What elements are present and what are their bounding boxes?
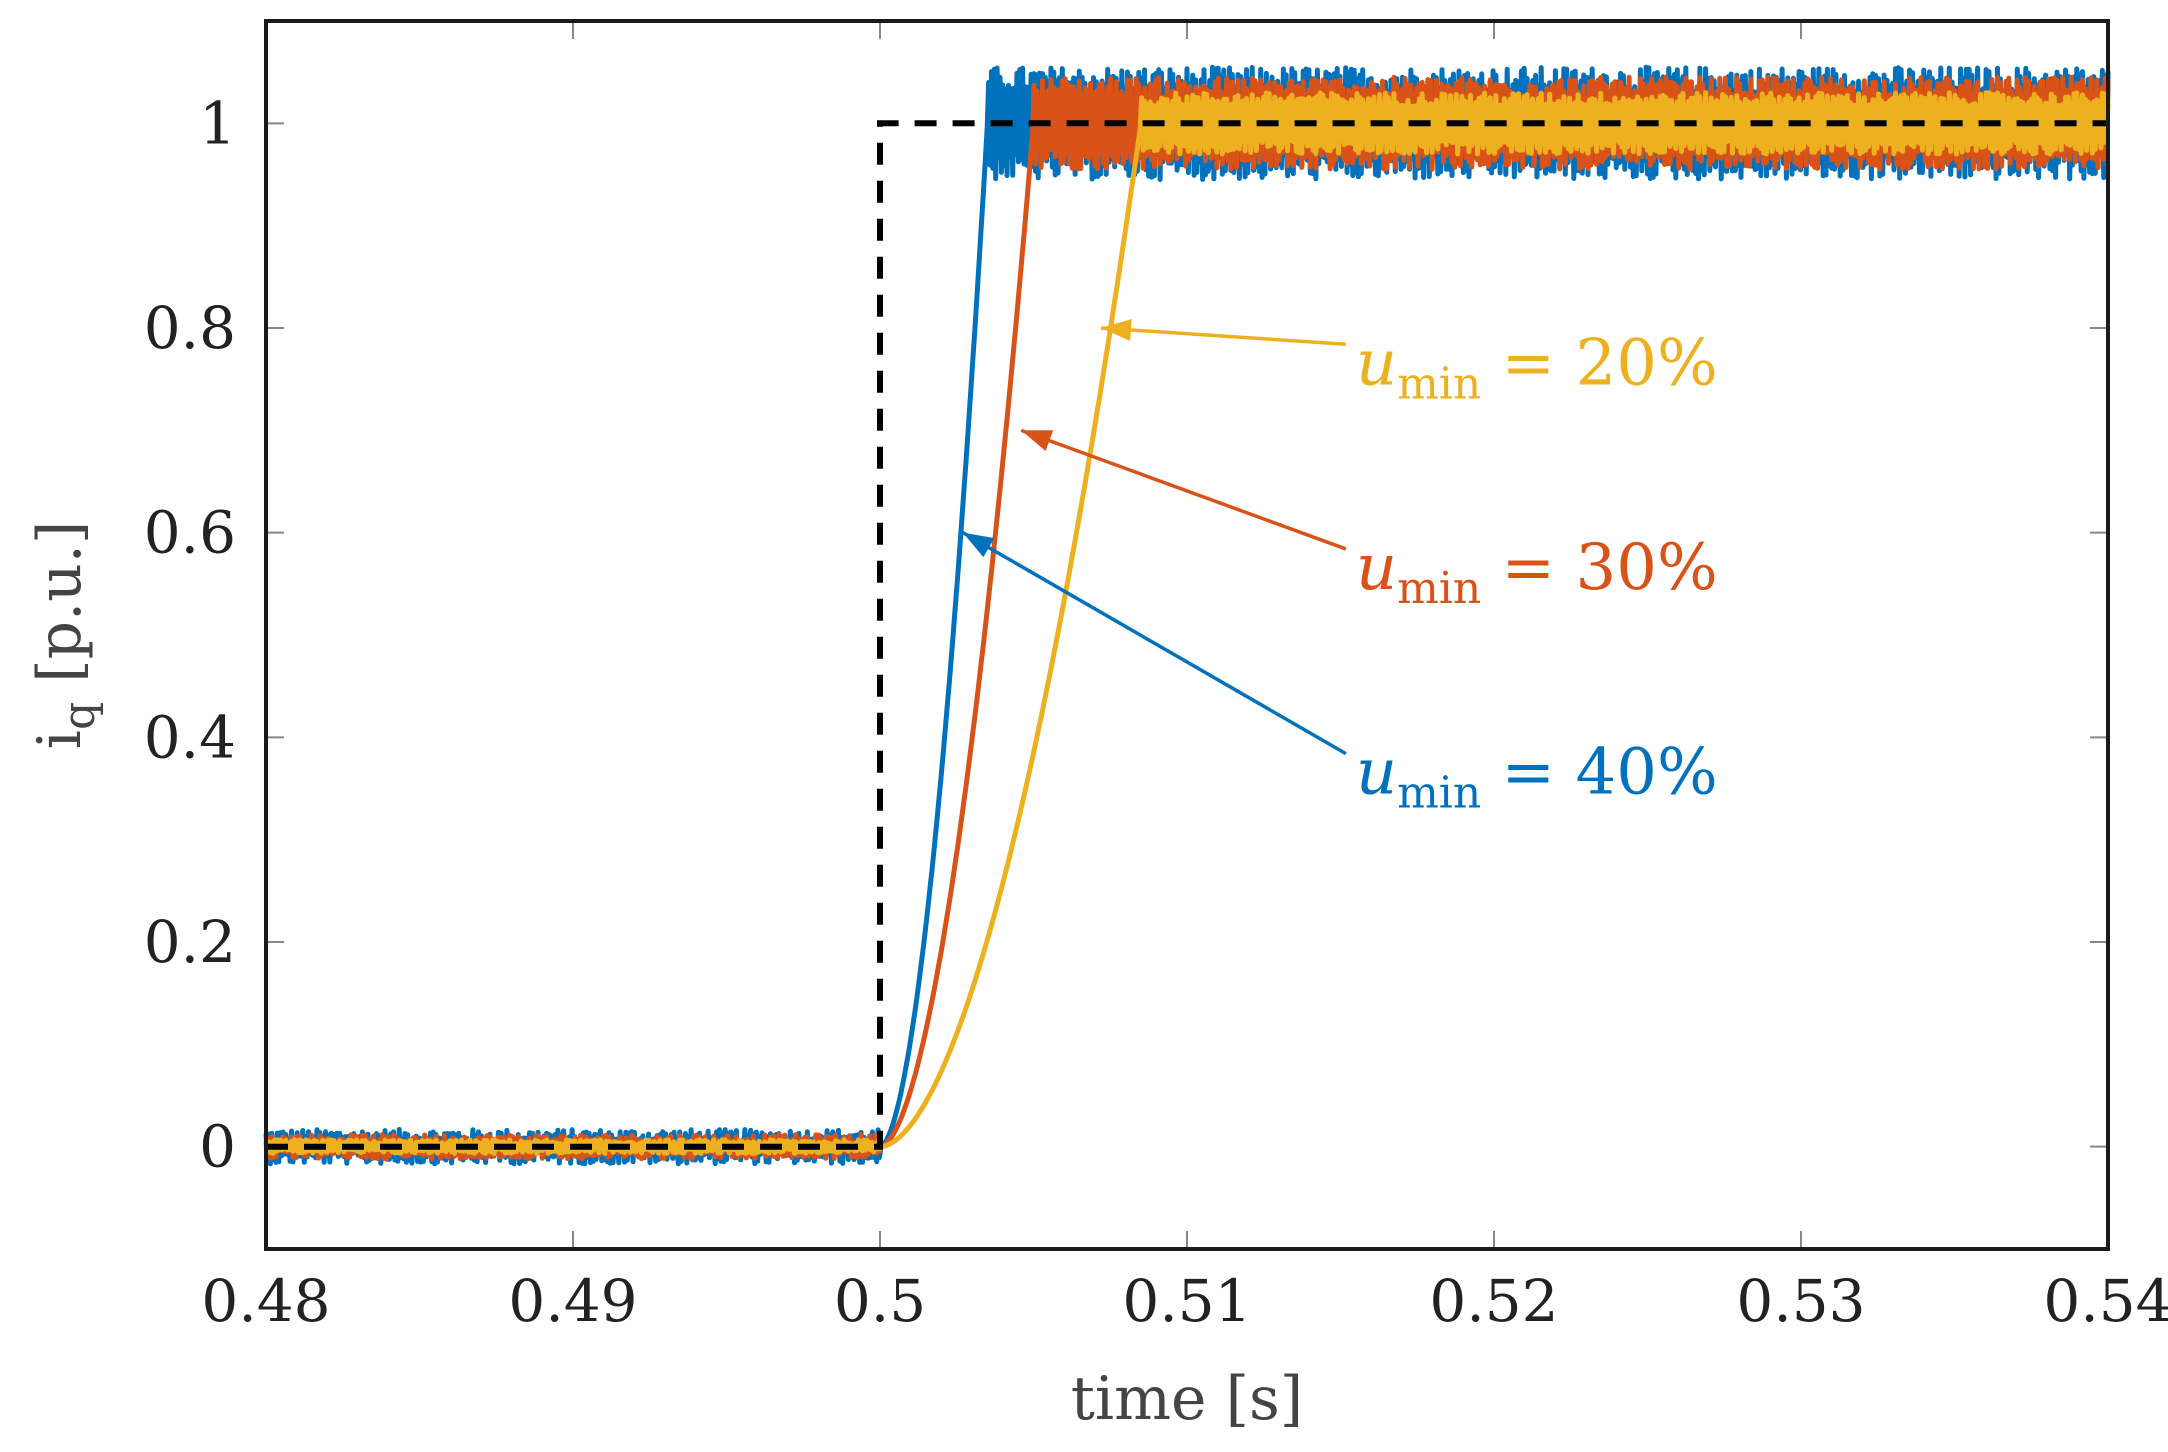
annotation-var: u bbox=[1356, 531, 1397, 605]
series-line-3 bbox=[263, 90, 2111, 1156]
axis-ticks bbox=[265, 21, 2109, 1249]
annotation-arrowhead bbox=[1021, 430, 1054, 451]
annotation-value: = 40% bbox=[1481, 736, 1718, 810]
series-layer bbox=[263, 64, 2111, 1167]
x-tick-label: 0.52 bbox=[1429, 1267, 1558, 1335]
series-line-1 bbox=[263, 64, 2111, 1167]
annotation-label-3: umin = 40% bbox=[1356, 736, 1718, 819]
y-axis-label: iq [p.u.] bbox=[25, 521, 105, 749]
plot-frame bbox=[264, 19, 2110, 1251]
annotation-var: u bbox=[1356, 736, 1397, 810]
annotation-sub: min bbox=[1397, 768, 1481, 819]
x-tick-label: 0.49 bbox=[508, 1267, 637, 1335]
y-tick-label: 0.6 bbox=[144, 499, 236, 567]
annotation-value: = 20% bbox=[1481, 326, 1718, 400]
annotation-sub: min bbox=[1397, 563, 1481, 614]
annotation-arrowhead bbox=[1101, 319, 1132, 341]
x-tick-label: 0.5 bbox=[834, 1267, 926, 1335]
annotation-arrowhead bbox=[962, 532, 995, 558]
annotation-label-1: umin = 20% bbox=[1356, 326, 1718, 409]
annotation-value: = 30% bbox=[1481, 531, 1718, 605]
annotation-arrow-line bbox=[1020, 428, 1347, 551]
x-tick-label: 0.54 bbox=[2043, 1267, 2168, 1335]
series-line-2 bbox=[263, 74, 2111, 1162]
y-tick-label: 1 bbox=[199, 89, 236, 157]
y-tick-label: 0.2 bbox=[144, 908, 236, 976]
annotation-var: u bbox=[1356, 326, 1397, 400]
annotation-arrow-line bbox=[962, 531, 1347, 756]
x-tick-label: 0.53 bbox=[1736, 1267, 1865, 1335]
x-tick-label: 0.48 bbox=[201, 1267, 330, 1335]
y-tick-label: 0 bbox=[199, 1113, 236, 1181]
y-axis-label-unit: [p.u.] bbox=[25, 521, 95, 702]
tick-labels: 0.48 0.49 0.5 0.51 0.52 0.53 0.54 0 0.2 0.4 0.6 0.8… bbox=[144, 89, 2168, 1335]
annotation-sub: min bbox=[1397, 358, 1481, 409]
annotation-label-2: umin = 30% bbox=[1356, 531, 1718, 614]
x-axis-label: time [s] bbox=[1071, 1364, 1303, 1434]
y-axis-label-main: i bbox=[25, 730, 95, 749]
reference-line bbox=[266, 120, 2108, 1150]
annotation-arrow-line bbox=[1100, 326, 1346, 347]
y-axis-label-sub: q bbox=[54, 702, 105, 730]
y-tick-label: 0.8 bbox=[144, 294, 236, 362]
x-tick-label: 0.51 bbox=[1122, 1267, 1251, 1335]
annotations: umin = 20%umin = 30%umin = 40% bbox=[962, 319, 1718, 819]
y-tick-label: 0.4 bbox=[144, 703, 236, 771]
